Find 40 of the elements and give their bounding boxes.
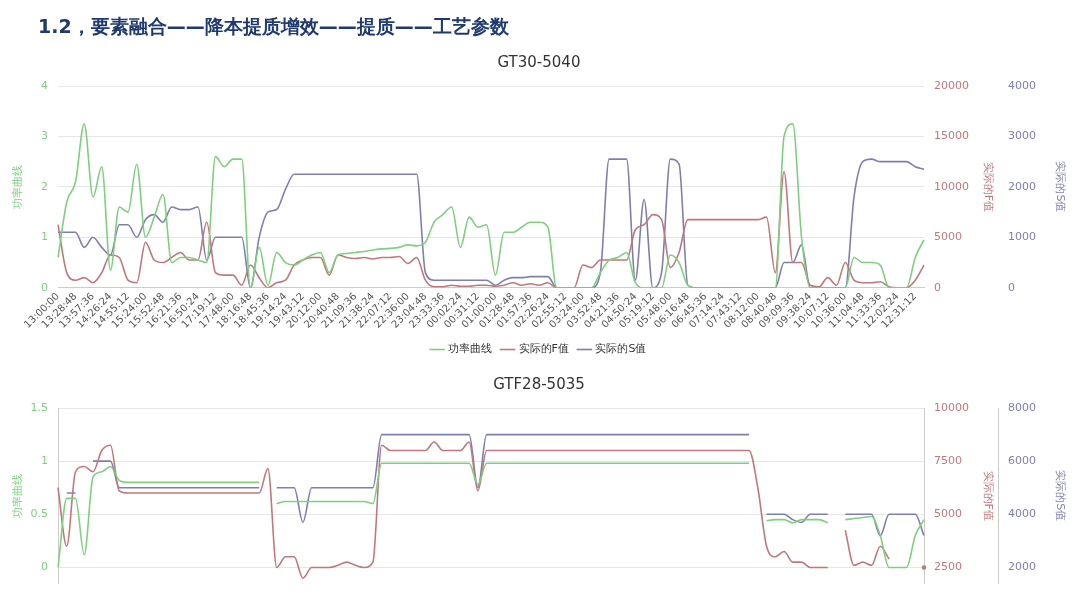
y3-tick-label: 1000 <box>1008 230 1036 244</box>
y3-axis-title: 实际的S值 <box>1053 161 1067 213</box>
legend-label: 实际的F值 <box>518 342 569 356</box>
legend-label: 实际的S值 <box>595 342 647 356</box>
y-axis-title: 功率曲线 <box>11 473 25 518</box>
y-tick-label: 0.5 <box>30 507 48 521</box>
y-tick-label: 2 <box>41 179 48 193</box>
y2-tick-label: 20000 <box>934 78 969 92</box>
y3-tick-label: 2000 <box>1008 179 1036 193</box>
chart-title: GTF28-5035 <box>493 374 585 393</box>
y-tick-label: 0 <box>41 280 48 294</box>
y2-tick-label: 2500 <box>934 560 962 574</box>
y2-axis-title: 实际的F值 <box>981 161 995 213</box>
y2-tick-label: 7500 <box>934 454 962 468</box>
y-tick-label: 1 <box>41 230 48 244</box>
y2-tick-label: 10000 <box>934 179 969 193</box>
y2-tick-label: 5000 <box>934 230 962 244</box>
y2-tick-label: 10000 <box>934 400 969 414</box>
y2-axis-title: 实际的F值 <box>981 470 995 521</box>
text: 1.2，要素融合——降本提质增效——提质——工艺参数 <box>38 14 509 39</box>
y2-tick-label: 0 <box>934 280 941 294</box>
y2-tick-label: 15000 <box>934 129 969 143</box>
y2-tick-label: 5000 <box>934 507 962 521</box>
y3-tick-label: 8000 <box>1008 400 1036 414</box>
y3-tick-label: 4000 <box>1008 78 1036 92</box>
y3-axis-title: 实际的S值 <box>1053 470 1067 522</box>
y3-tick-label: 6000 <box>1008 454 1036 468</box>
y-tick-label: 4 <box>41 78 48 92</box>
legend-label: 功率曲线 <box>448 342 493 356</box>
y3-tick-label: 3000 <box>1008 129 1036 143</box>
line-series <box>57 123 925 288</box>
y3-tick-label: 4000 <box>1008 507 1036 521</box>
y-tick-label: 1 <box>41 454 48 468</box>
y-tick-label: 3 <box>41 129 48 143</box>
y3-tick-label: 0 <box>1008 280 1015 294</box>
y3-tick-label: 2000 <box>1008 560 1036 574</box>
y-tick-label: 0 <box>41 560 48 574</box>
y-axis-title: 功率曲线 <box>11 164 25 209</box>
chart-title: GT30-5040 <box>497 52 581 71</box>
y-tick-label: 1.5 <box>30 400 48 414</box>
